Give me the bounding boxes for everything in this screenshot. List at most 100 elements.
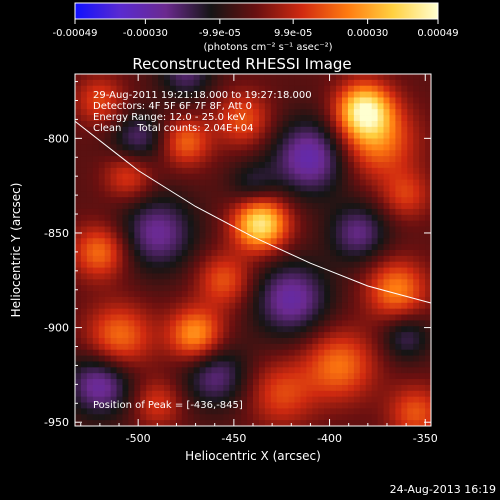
heatmap-cell [158, 109, 165, 116]
heatmap-cell [324, 420, 331, 426]
heatmap-cell [377, 402, 384, 409]
heatmap-cell [181, 156, 189, 163]
heatmap-cell [371, 97, 378, 104]
heatmap-cell [75, 384, 82, 392]
heatmap-cell [425, 285, 431, 292]
heatmap-cell [383, 74, 390, 81]
heatmap-cell [92, 302, 100, 310]
heatmap-cell [187, 232, 195, 239]
heatmap-cell [152, 267, 159, 274]
heatmap-cell [146, 144, 153, 151]
heatmap-cell [98, 384, 106, 392]
heatmap-cell [229, 120, 236, 128]
heatmap-cell [169, 156, 177, 163]
heatmap-cell [336, 379, 343, 386]
heatmap-cell [342, 132, 349, 139]
heatmap-cell [359, 320, 367, 327]
heatmap-cell [336, 214, 343, 222]
heatmap-cell [223, 250, 230, 257]
heatmap-cell [98, 367, 106, 374]
heatmap-cell [270, 79, 278, 87]
heatmap-cell [122, 238, 129, 245]
heatmap-cell [128, 173, 135, 180]
heatmap-cell [128, 74, 135, 81]
heatmap-cell [229, 396, 236, 403]
heatmap-cell [181, 97, 189, 104]
heatmap-cell [419, 361, 426, 368]
heatmap-cell [187, 273, 195, 280]
heatmap-cell [146, 255, 153, 263]
heatmap-cell [75, 197, 82, 204]
heatmap-cell [181, 214, 189, 222]
heatmap-cell [300, 120, 307, 128]
heatmap-cell [389, 208, 396, 216]
heatmap-cell [205, 343, 212, 351]
heatmap-cell [223, 338, 230, 345]
heatmap-cell [383, 191, 390, 198]
heatmap-cell [116, 343, 123, 351]
heatmap-cell [146, 261, 153, 268]
heatmap-cell [389, 173, 396, 180]
heatmap-cell [122, 355, 129, 362]
heatmap-cell [98, 408, 106, 415]
heatmap-cell [235, 355, 242, 362]
info-line-time: 29-Aug-2011 19:21:18.000 to 19:27:18.000 [93, 90, 312, 101]
heatmap-cell [205, 162, 212, 169]
heatmap-cell [164, 349, 171, 356]
heatmap-cell [377, 226, 384, 233]
heatmap-cell [223, 420, 230, 426]
heatmap-cell [270, 179, 278, 186]
heatmap-cell [199, 326, 206, 333]
heatmap-cell [395, 349, 402, 356]
heatmap-cell [223, 115, 230, 122]
heatmap-cell [140, 156, 147, 163]
heatmap-cell [217, 267, 224, 274]
heatmap-cell [98, 120, 106, 128]
heatmap-cell [193, 138, 200, 145]
heatmap-cell [128, 203, 135, 210]
heatmap-cell [86, 162, 94, 169]
heatmap-cell [217, 203, 224, 210]
heatmap-cell [312, 238, 319, 245]
heatmap-cell [217, 238, 224, 245]
heatmap-cell [175, 144, 183, 151]
heatmap-cell [425, 85, 431, 92]
heatmap-cell [235, 420, 242, 426]
heatmap-cell [116, 332, 123, 339]
x-tick-label: -350 [413, 432, 438, 445]
heatmap-cell [241, 420, 248, 426]
heatmap-cell [419, 144, 426, 151]
heatmap-cell [116, 326, 123, 333]
heatmap-cell [389, 120, 396, 128]
heatmap-cell [270, 167, 278, 175]
heatmap-cell [383, 173, 390, 180]
y-tick-label: -850 [44, 227, 69, 240]
heatmap-cell [270, 185, 278, 192]
heatmap-cell [193, 367, 200, 374]
heatmap-cell [110, 250, 117, 257]
heatmap-cell [253, 261, 260, 268]
heatmap-cell [229, 384, 236, 392]
heatmap-cell [312, 250, 319, 257]
heatmap-cell [75, 361, 82, 368]
heatmap-cell [407, 120, 414, 128]
heatmap-cell [140, 120, 147, 128]
heatmap-cell [258, 361, 266, 368]
heatmap-cell [389, 320, 396, 327]
heatmap-cell [104, 214, 111, 222]
heatmap-cell [211, 326, 218, 333]
heatmap-cell [389, 302, 396, 310]
heatmap-cell [312, 97, 319, 104]
heatmap-cell [330, 197, 337, 204]
heatmap-cell [342, 238, 349, 245]
heatmap-cell [395, 126, 402, 134]
heatmap-cell [205, 338, 212, 345]
heatmap-cell [205, 384, 212, 392]
heatmap-cell [152, 261, 159, 268]
heatmap-cell [128, 296, 135, 304]
heatmap-cell [264, 414, 272, 421]
heatmap-cell [247, 332, 254, 339]
heatmap-cell [347, 238, 355, 245]
heatmap-cell [312, 302, 319, 310]
heatmap-cell [128, 255, 135, 263]
